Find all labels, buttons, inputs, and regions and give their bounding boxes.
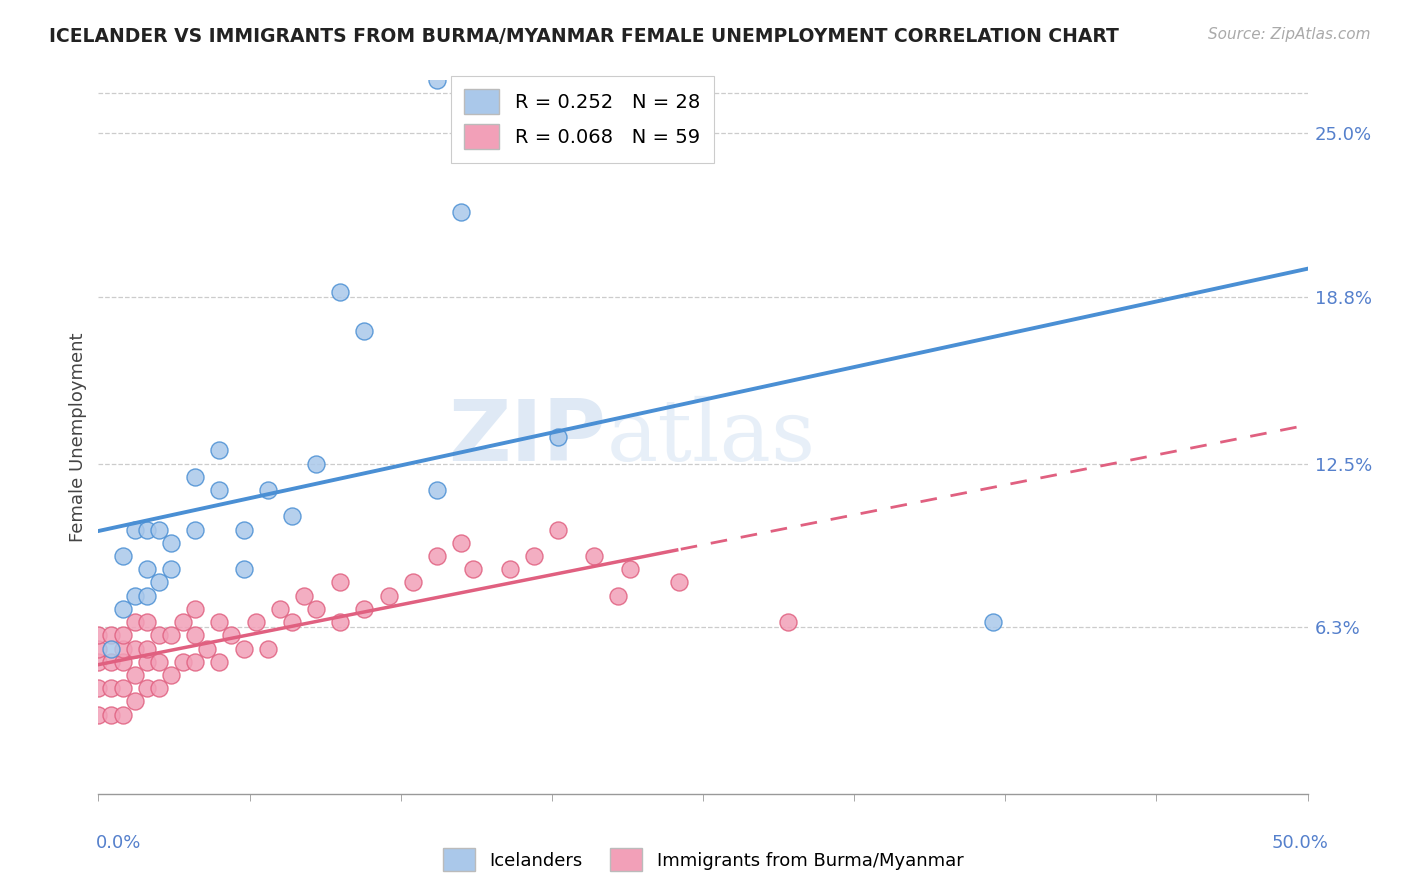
Point — [281, 615, 304, 629]
Y-axis label: Female Unemployment: Female Unemployment — [69, 333, 87, 541]
Point — [148, 655, 170, 669]
Point — [124, 694, 146, 708]
Point — [111, 641, 134, 656]
Point — [148, 523, 170, 537]
Point — [426, 549, 449, 563]
Point — [450, 205, 472, 219]
Point — [100, 655, 122, 669]
Point — [87, 641, 110, 656]
Point — [208, 483, 231, 497]
Point — [124, 523, 146, 537]
Point — [111, 707, 134, 722]
Point — [256, 641, 278, 656]
Point — [426, 73, 449, 87]
Point — [124, 641, 146, 656]
Point — [402, 575, 425, 590]
Text: 50.0%: 50.0% — [1272, 834, 1329, 852]
Point — [148, 681, 170, 695]
Point — [281, 509, 304, 524]
Point — [135, 589, 157, 603]
Point — [172, 655, 194, 669]
Point — [377, 589, 399, 603]
Point — [292, 589, 315, 603]
Point — [305, 457, 328, 471]
Point — [232, 523, 254, 537]
Point — [148, 628, 170, 642]
Point — [463, 562, 485, 576]
Point — [148, 575, 170, 590]
Point — [208, 655, 231, 669]
Point — [160, 536, 183, 550]
Point — [124, 668, 146, 682]
Point — [981, 615, 1004, 629]
Text: atlas: atlas — [606, 395, 815, 479]
Point — [111, 681, 134, 695]
Point — [619, 562, 641, 576]
Legend: Icelanders, Immigrants from Burma/Myanmar: Icelanders, Immigrants from Burma/Myanma… — [436, 841, 970, 879]
Point — [329, 575, 352, 590]
Point — [245, 615, 267, 629]
Point — [184, 628, 207, 642]
Point — [172, 615, 194, 629]
Text: 0.0%: 0.0% — [96, 834, 141, 852]
Point — [232, 562, 254, 576]
Point — [184, 523, 207, 537]
Point — [100, 707, 122, 722]
Point — [305, 602, 328, 616]
Point — [329, 615, 352, 629]
Point — [523, 549, 546, 563]
Point — [269, 602, 291, 616]
Point — [195, 641, 218, 656]
Point — [426, 483, 449, 497]
Point — [353, 324, 375, 338]
Point — [135, 562, 157, 576]
Point — [184, 602, 207, 616]
Point — [450, 536, 472, 550]
Point — [87, 655, 110, 669]
Point — [160, 628, 183, 642]
Point — [160, 562, 183, 576]
Point — [547, 430, 569, 444]
Point — [498, 562, 520, 576]
Point — [607, 589, 630, 603]
Legend: R = 0.252   N = 28, R = 0.068   N = 59: R = 0.252 N = 28, R = 0.068 N = 59 — [450, 76, 714, 162]
Point — [111, 549, 134, 563]
Point — [135, 523, 157, 537]
Point — [100, 681, 122, 695]
Point — [184, 469, 207, 483]
Point — [232, 641, 254, 656]
Point — [208, 443, 231, 458]
Text: ZIP: ZIP — [449, 395, 606, 479]
Point — [135, 681, 157, 695]
Point — [329, 285, 352, 299]
Point — [111, 655, 134, 669]
Point — [353, 602, 375, 616]
Point — [124, 615, 146, 629]
Text: ICELANDER VS IMMIGRANTS FROM BURMA/MYANMAR FEMALE UNEMPLOYMENT CORRELATION CHART: ICELANDER VS IMMIGRANTS FROM BURMA/MYANM… — [49, 27, 1119, 45]
Point — [100, 641, 122, 656]
Point — [583, 549, 606, 563]
Point — [135, 655, 157, 669]
Point — [111, 602, 134, 616]
Point — [160, 668, 183, 682]
Point — [135, 615, 157, 629]
Point — [135, 641, 157, 656]
Point — [184, 655, 207, 669]
Point — [124, 589, 146, 603]
Point — [668, 575, 690, 590]
Point — [221, 628, 243, 642]
Point — [100, 628, 122, 642]
Point — [87, 628, 110, 642]
Point — [111, 628, 134, 642]
Point — [256, 483, 278, 497]
Text: Source: ZipAtlas.com: Source: ZipAtlas.com — [1208, 27, 1371, 42]
Point — [208, 615, 231, 629]
Point — [87, 681, 110, 695]
Point — [547, 523, 569, 537]
Point — [87, 707, 110, 722]
Point — [776, 615, 799, 629]
